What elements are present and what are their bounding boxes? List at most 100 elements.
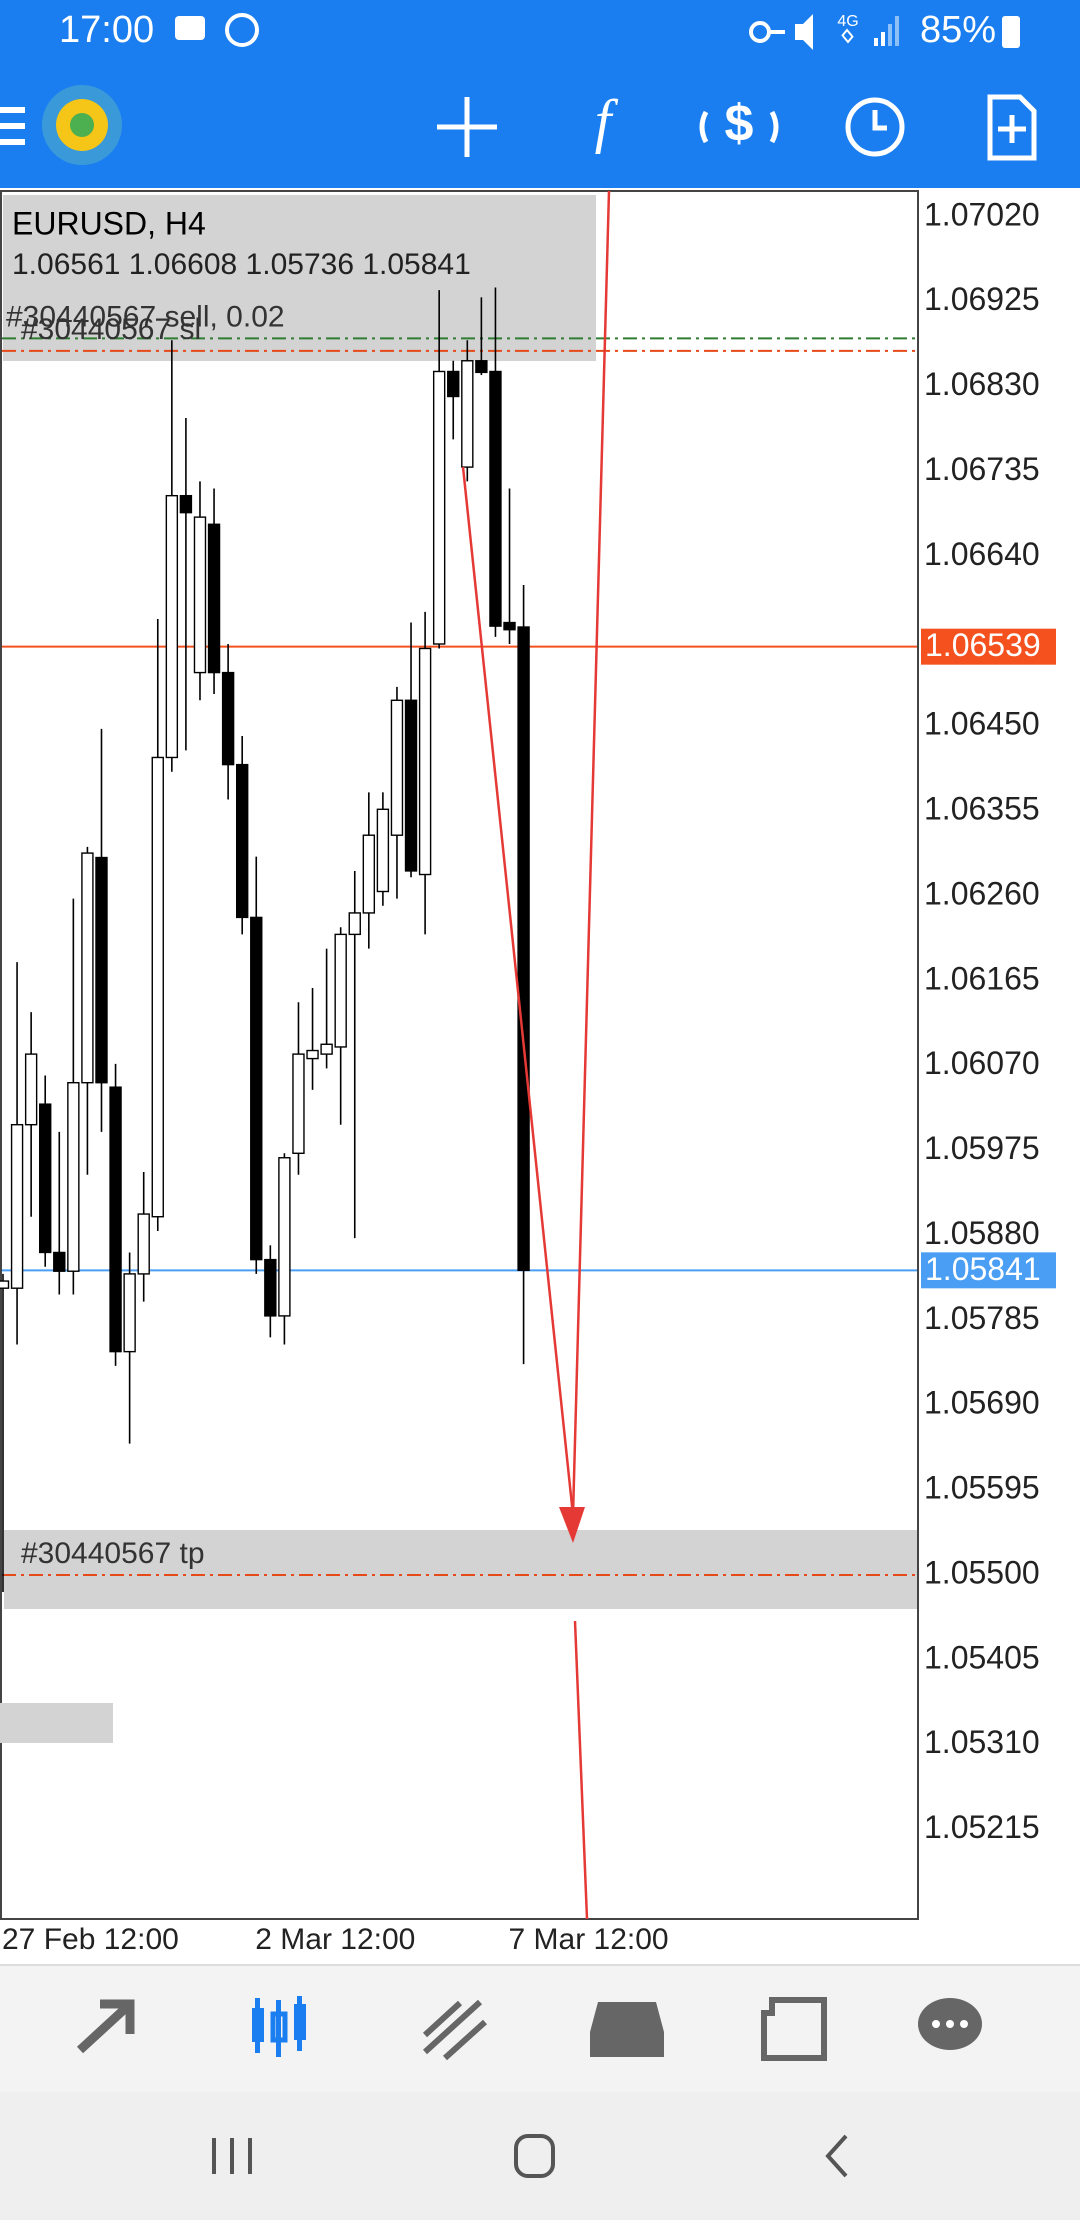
candle-body [264, 1258, 277, 1317]
candle-body [475, 360, 488, 374]
menu-button[interactable] [0, 107, 25, 145]
candle-body [137, 1213, 150, 1275]
y-tick-label: 1.05405 [924, 1639, 1040, 1675]
price-label-box [921, 1252, 1056, 1289]
app-header [0, 0, 1080, 188]
timeframe-button[interactable] [845, 97, 905, 157]
y-tick-label: 1.06450 [924, 706, 1040, 742]
candle-body [320, 1043, 333, 1055]
mute-icon [795, 14, 813, 50]
candle-body [0, 1280, 10, 1289]
candle-body [517, 626, 530, 1272]
chart-tab[interactable] [252, 1996, 306, 2057]
x-tick-label: 27 Feb 12:00 [2, 1923, 179, 1956]
candle-body [489, 370, 502, 627]
battery-icon [1002, 16, 1020, 48]
candle-body [165, 494, 179, 759]
network-type: 4G [837, 13, 858, 30]
candle-body [390, 699, 404, 836]
price-label: 1.05841 [925, 1251, 1041, 1287]
candle-body [418, 647, 432, 876]
tp-label-box [4, 1530, 917, 1609]
y-tick-label: 1.07020 [924, 196, 1040, 232]
candle-body [503, 621, 516, 631]
bottom-nav [0, 1965, 1080, 2092]
y-tick-label: 1.06830 [924, 366, 1040, 402]
news-tab[interactable] [761, 1997, 827, 2061]
trendline-arrowhead [559, 1507, 585, 1543]
candle-body [24, 1053, 38, 1126]
candle-body [109, 1086, 122, 1353]
y-tick-label: 1.06070 [924, 1045, 1040, 1081]
candle-body [221, 671, 235, 766]
candle-body [461, 360, 474, 468]
y-tick-label: 1.05500 [924, 1554, 1040, 1590]
history-tab[interactable] [590, 2002, 664, 2057]
y-tick-label: 1.06735 [924, 451, 1040, 487]
y-tick-label: 1.06640 [924, 536, 1040, 572]
trade-tab[interactable] [422, 1999, 488, 2061]
candle-body [404, 699, 418, 872]
quotes-tab[interactable] [76, 1999, 135, 2054]
candle-body [39, 1103, 52, 1254]
y-tick-label: 1.06165 [924, 960, 1040, 996]
crosshair-button[interactable] [437, 97, 497, 157]
y-tick-label: 1.05595 [924, 1470, 1040, 1506]
y-tick-label: 1.05215 [924, 1809, 1040, 1845]
y-tick-label: 1.06925 [924, 281, 1040, 317]
y-tick-label: 1.06260 [924, 875, 1040, 911]
chart-area[interactable] [0, 190, 919, 1920]
candle-body [193, 516, 207, 674]
sync-icon [225, 13, 259, 47]
x-tick-label: 7 Mar 12:00 [509, 1923, 669, 1956]
message-icon [175, 16, 205, 40]
messages-dots [932, 2020, 968, 2028]
x-tick-label: 2 Mar 12:00 [255, 1923, 415, 1956]
status-time: 17:00 [59, 9, 154, 51]
candle-body [250, 916, 263, 1261]
candle-body [334, 933, 347, 1048]
battery-level: 85% [920, 9, 996, 51]
candle-body [10, 1123, 24, 1289]
trendlines [461, 190, 611, 1920]
candle-body [179, 494, 193, 514]
new-order-plus [998, 115, 1026, 143]
y-tick-label: 1.05690 [924, 1385, 1040, 1421]
y-tick-label: 1.05880 [924, 1215, 1040, 1251]
candle-body [292, 1053, 305, 1154]
y-tick-label: 1.05310 [924, 1724, 1040, 1760]
data-arrows [841, 28, 854, 44]
order-label: #30440567 tp [21, 1537, 205, 1570]
signal-icon [874, 16, 899, 46]
candle-body [67, 1081, 80, 1272]
candle-body [53, 1251, 66, 1272]
candle-body [432, 370, 446, 645]
candle-body [81, 852, 94, 1084]
candle-body [348, 912, 361, 936]
candle-body [207, 523, 221, 674]
app-logo-core [70, 113, 94, 137]
candle-body [95, 856, 108, 1084]
order-label: #30440567 sl [21, 313, 201, 346]
recents-button[interactable] [212, 2138, 252, 2174]
candle-body [235, 763, 249, 919]
plot: #30440567 sell, 0.02#30440567 sl #3044056… [0, 287, 917, 1592]
y-tick-label: 1.05975 [924, 1130, 1040, 1166]
clock-hands [872, 110, 887, 131]
new-order-button[interactable] [987, 94, 1037, 161]
candle-body [306, 1049, 319, 1060]
y-tick-label: 1.06355 [924, 791, 1040, 827]
candle-body [447, 370, 460, 398]
trade-button[interactable]: $ [725, 95, 754, 153]
candle-body [151, 756, 164, 1218]
home-button[interactable] [514, 2134, 555, 2178]
candle-body [123, 1273, 136, 1353]
system-nav [0, 2092, 1080, 2220]
candle-body [362, 834, 376, 914]
symbol-title: EURUSD, H4 [12, 205, 206, 241]
back-button[interactable] [825, 2134, 848, 2178]
price-label: 1.06539 [925, 627, 1041, 663]
y-tick-label: 1.05785 [924, 1300, 1040, 1336]
